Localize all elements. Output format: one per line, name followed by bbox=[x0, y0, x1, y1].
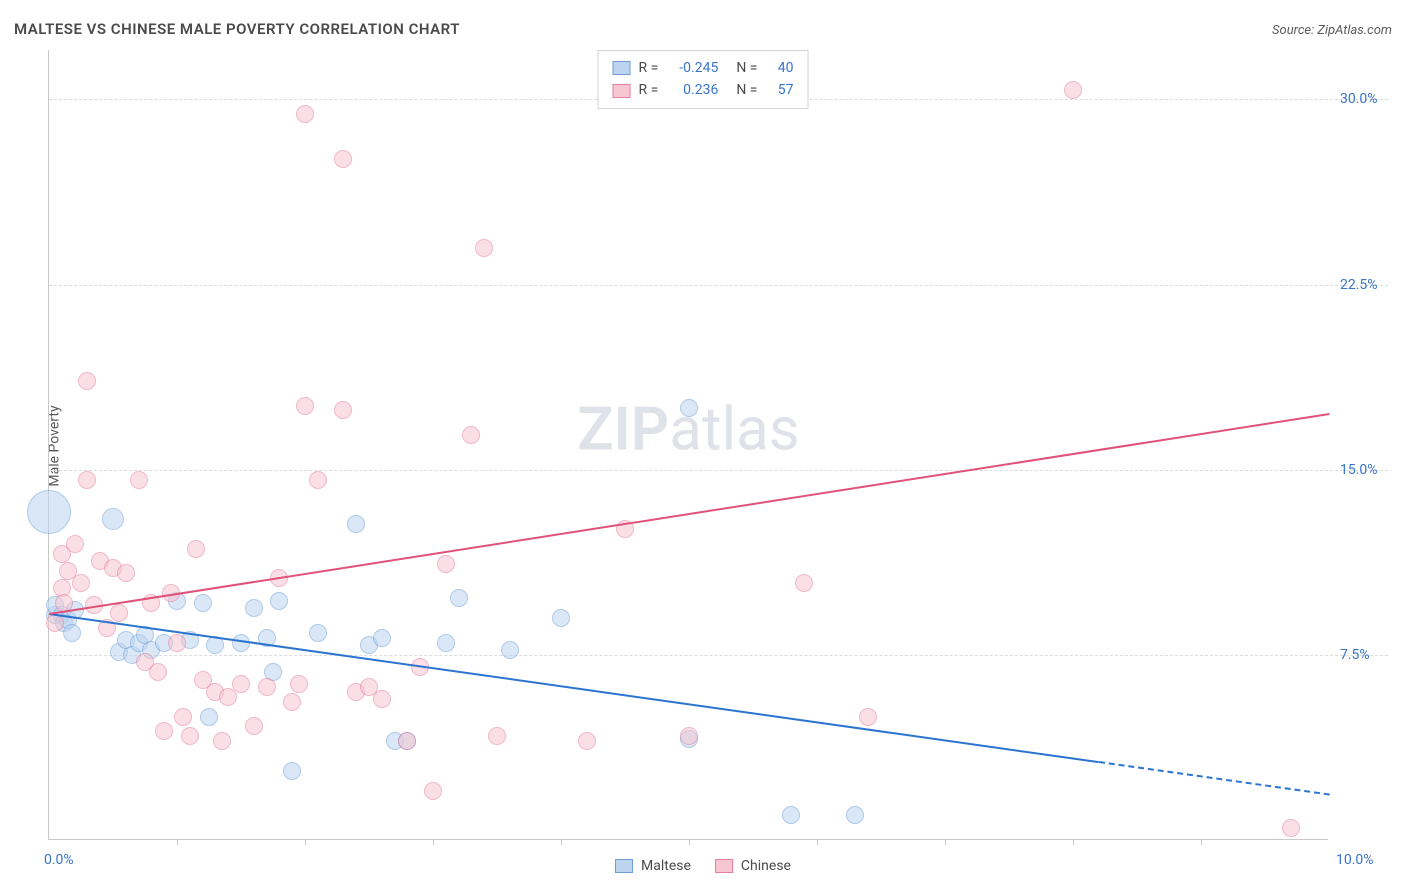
data-point bbox=[373, 690, 391, 708]
data-point bbox=[334, 401, 352, 419]
data-point bbox=[475, 239, 493, 257]
data-point bbox=[258, 678, 276, 696]
data-point bbox=[194, 594, 212, 612]
data-point bbox=[309, 471, 327, 489]
data-point bbox=[102, 508, 124, 530]
data-point bbox=[110, 604, 128, 622]
data-point bbox=[187, 540, 205, 558]
data-point bbox=[795, 574, 813, 592]
y-tick-label: 7.5% bbox=[1340, 647, 1370, 663]
trend-line-dashed bbox=[1098, 761, 1329, 795]
data-point bbox=[347, 515, 365, 533]
data-point bbox=[290, 675, 308, 693]
legend-swatch bbox=[613, 84, 631, 98]
data-point bbox=[462, 426, 480, 444]
data-point bbox=[232, 675, 250, 693]
data-point bbox=[859, 708, 877, 726]
x-tick bbox=[433, 839, 434, 845]
data-point bbox=[296, 105, 314, 123]
data-point bbox=[424, 782, 442, 800]
data-point bbox=[334, 150, 352, 168]
data-point bbox=[78, 372, 96, 390]
data-point bbox=[680, 727, 698, 745]
x-axis-min-label: 0.0% bbox=[44, 852, 74, 868]
source-label: Source: ZipAtlas.com bbox=[1272, 23, 1392, 38]
data-point bbox=[782, 806, 800, 824]
data-point bbox=[450, 589, 468, 607]
data-point bbox=[296, 397, 314, 415]
correlation-legend: R =-0.245N =40R =0.236N =57 bbox=[598, 50, 809, 109]
y-tick-label: 15.0% bbox=[1340, 462, 1378, 478]
trend-line bbox=[49, 413, 1329, 615]
legend-swatch bbox=[615, 859, 633, 873]
chart-header: MALTESE VS CHINESE MALE POVERTY CORRELAT… bbox=[14, 20, 1392, 38]
data-point bbox=[270, 592, 288, 610]
data-point bbox=[846, 806, 864, 824]
data-point bbox=[27, 490, 71, 534]
data-point bbox=[578, 732, 596, 750]
data-point bbox=[488, 727, 506, 745]
data-point bbox=[1064, 81, 1082, 99]
data-point bbox=[174, 708, 192, 726]
data-point bbox=[245, 717, 263, 735]
data-point bbox=[398, 732, 416, 750]
gridline bbox=[49, 470, 1388, 471]
data-point bbox=[437, 634, 455, 652]
scatter-plot: ZIPatlas bbox=[48, 50, 1328, 840]
data-point bbox=[1282, 819, 1300, 837]
chart-title: MALTESE VS CHINESE MALE POVERTY CORRELAT… bbox=[14, 20, 460, 38]
gridline bbox=[49, 655, 1388, 656]
legend-item: Maltese bbox=[615, 858, 691, 874]
data-point bbox=[181, 727, 199, 745]
data-point bbox=[501, 641, 519, 659]
data-point bbox=[149, 663, 167, 681]
x-tick bbox=[945, 839, 946, 845]
x-tick bbox=[817, 839, 818, 845]
legend-swatch bbox=[613, 61, 631, 75]
x-tick bbox=[177, 839, 178, 845]
x-tick bbox=[1073, 839, 1074, 845]
legend-label: Chinese bbox=[741, 858, 791, 874]
data-point bbox=[200, 708, 218, 726]
legend-row: R =-0.245N =40 bbox=[613, 57, 794, 79]
data-point bbox=[130, 471, 148, 489]
data-point bbox=[117, 564, 135, 582]
y-tick-label: 30.0% bbox=[1340, 91, 1378, 107]
data-point bbox=[66, 535, 84, 553]
data-point bbox=[155, 722, 173, 740]
data-point bbox=[373, 629, 391, 647]
data-point bbox=[168, 634, 186, 652]
data-point bbox=[437, 555, 455, 573]
y-tick-label: 22.5% bbox=[1340, 277, 1378, 293]
data-point bbox=[309, 624, 327, 642]
data-point bbox=[63, 624, 81, 642]
legend-label: Maltese bbox=[641, 858, 691, 874]
data-point bbox=[283, 762, 301, 780]
legend-row: R =0.236N =57 bbox=[613, 79, 794, 101]
data-point bbox=[552, 609, 570, 627]
data-point bbox=[680, 399, 698, 417]
legend-item: Chinese bbox=[715, 858, 791, 874]
x-tick bbox=[1201, 839, 1202, 845]
gridline bbox=[49, 285, 1388, 286]
x-tick bbox=[689, 839, 690, 845]
data-point bbox=[78, 471, 96, 489]
data-point bbox=[72, 574, 90, 592]
data-point bbox=[245, 599, 263, 617]
x-tick bbox=[561, 839, 562, 845]
x-tick bbox=[305, 839, 306, 845]
data-point bbox=[283, 693, 301, 711]
legend-swatch bbox=[715, 859, 733, 873]
series-legend: Maltese Chinese bbox=[615, 858, 791, 874]
x-axis-max-label: 10.0% bbox=[1336, 852, 1374, 868]
data-point bbox=[213, 732, 231, 750]
